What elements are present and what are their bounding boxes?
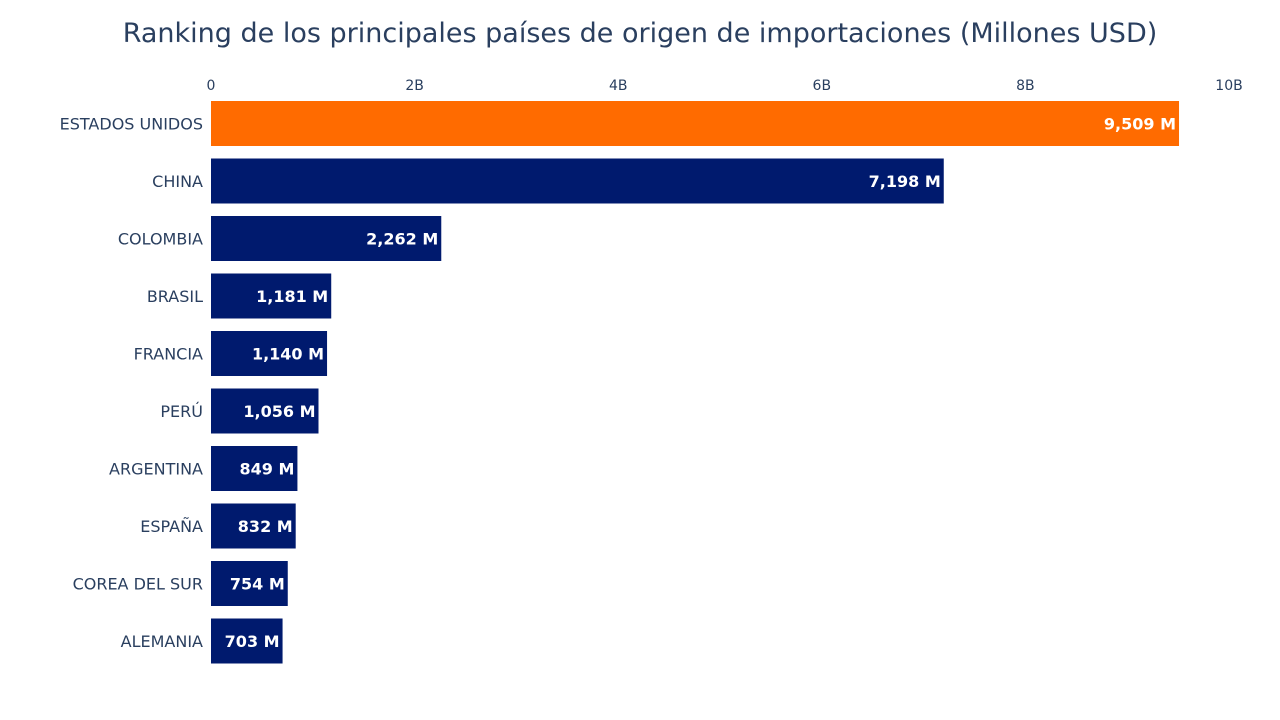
bar (211, 618, 283, 664)
bar (211, 446, 298, 491)
category-label: COREA DEL SUR (73, 575, 203, 594)
y-axis: ESTADOS UNIDOS CHINA COLOMBIA BRASIL FRANCIA… (60, 115, 203, 652)
category-label: ESTADOS UNIDOS (60, 115, 203, 134)
bar-value-label: 1,181 M (256, 287, 328, 306)
category-label: PERÚ (160, 402, 203, 421)
category-label: ALEMANIA (121, 632, 203, 651)
chart-title: Ranking de los principales países de ori… (122, 18, 1158, 49)
x-tick-label: 6B (813, 78, 832, 94)
bars (211, 101, 1180, 664)
bar (211, 101, 1180, 146)
bar (211, 331, 328, 376)
category-label: FRANCIA (134, 345, 203, 364)
bar-value-label: 832 M (238, 517, 293, 536)
bar-value-label: 754 M (230, 575, 285, 594)
bar (211, 273, 332, 319)
category-label: BRASIL (147, 287, 203, 306)
x-axis: 0 2B 4B 6B 8B 10B (207, 78, 1243, 94)
x-tick-label: 4B (609, 78, 628, 94)
bar-value-label: 2,262 M (366, 230, 438, 249)
bar (211, 561, 288, 606)
bar (211, 158, 944, 204)
x-tick-label: 8B (1016, 78, 1035, 94)
data-labels: 9,509 M 7,198 M 2,262 M 1,181 M 1,140 M 1,056… (225, 115, 1176, 652)
x-tick-label: 10B (1215, 78, 1242, 94)
x-tick-label: 2B (405, 78, 424, 94)
category-label: CHINA (152, 172, 203, 191)
bar (211, 503, 296, 549)
category-label: ARGENTINA (109, 460, 203, 479)
bar-value-label: 1,140 M (252, 345, 324, 364)
bar-value-label: 849 M (240, 460, 295, 479)
x-tick-label: 0 (207, 78, 216, 94)
category-label: COLOMBIA (118, 230, 203, 249)
bar-value-label: 703 M (225, 632, 280, 651)
bar-value-label: 9,509 M (1104, 115, 1176, 134)
bar-value-label: 7,198 M (869, 172, 941, 191)
bar (211, 388, 319, 434)
bar (211, 216, 442, 261)
bar-value-label: 1,056 M (243, 402, 315, 421)
category-label: ESPAÑA (140, 517, 203, 536)
